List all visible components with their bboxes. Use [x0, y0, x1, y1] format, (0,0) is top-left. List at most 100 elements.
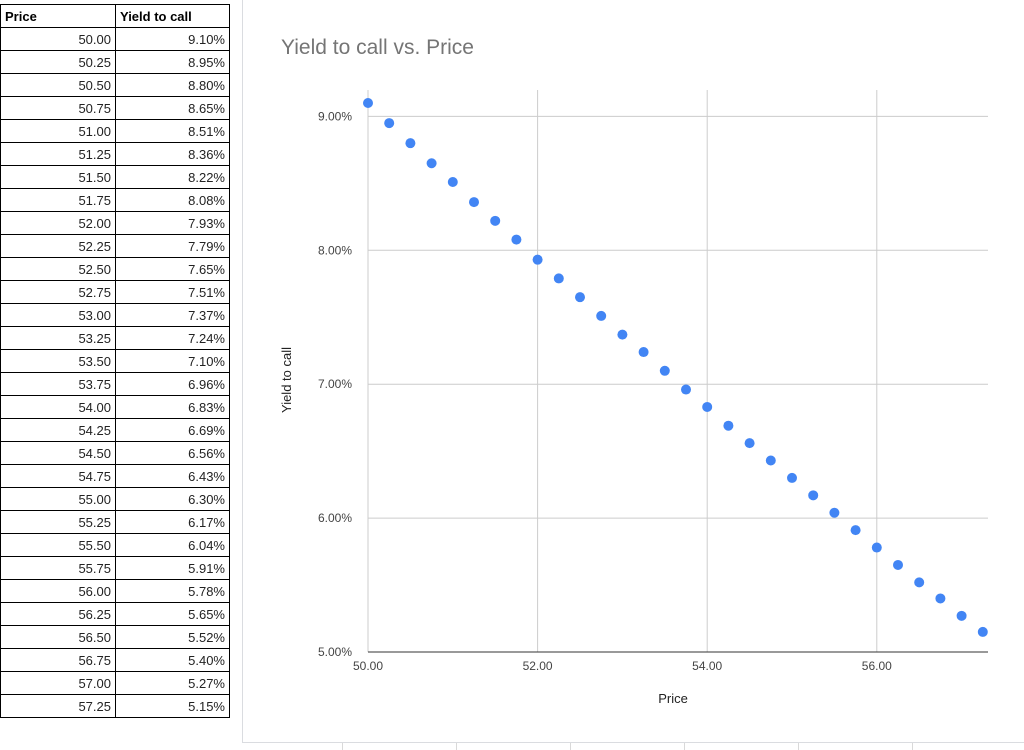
- data-point[interactable]: [893, 559, 903, 570]
- cell-price[interactable]: 51.75: [0, 188, 116, 212]
- cell-yield-to-call[interactable]: 8.80%: [115, 73, 230, 97]
- cell-yield-to-call[interactable]: 8.65%: [115, 96, 230, 120]
- x-tick-label: 50.00: [353, 659, 383, 673]
- cell-price[interactable]: 56.00: [0, 579, 116, 603]
- header-price[interactable]: Price: [0, 4, 116, 28]
- cell-price[interactable]: 50.50: [0, 73, 116, 97]
- table-row: 50.50 8.80%: [0, 73, 230, 97]
- cell-yield-to-call[interactable]: 5.15%: [115, 694, 230, 718]
- cell-price[interactable]: 50.00: [0, 27, 116, 51]
- cell-price[interactable]: 52.00: [0, 211, 116, 235]
- cell-yield-to-call[interactable]: 6.96%: [115, 372, 230, 396]
- cell-price[interactable]: 54.00: [0, 395, 116, 419]
- cell-yield-to-call[interactable]: 7.10%: [115, 349, 230, 373]
- cell-price[interactable]: 50.75: [0, 96, 116, 120]
- data-point[interactable]: [511, 234, 522, 245]
- data-point[interactable]: [935, 593, 946, 604]
- cell-price[interactable]: 55.50: [0, 533, 116, 557]
- data-point[interactable]: [532, 254, 543, 265]
- cell-price[interactable]: 54.25: [0, 418, 116, 442]
- cell-price[interactable]: 55.00: [0, 487, 116, 511]
- data-point[interactable]: [659, 365, 670, 376]
- cell-yield-to-call[interactable]: 7.93%: [115, 211, 230, 235]
- cell-price[interactable]: 55.75: [0, 556, 116, 580]
- chart-canvas: Yield to call vs. Price 9.00% 8.00% 7.00% 6…: [279, 36, 988, 706]
- cell-price[interactable]: 52.75: [0, 280, 116, 304]
- cell-yield-to-call[interactable]: 7.65%: [115, 257, 230, 281]
- cell-price[interactable]: 54.50: [0, 441, 116, 465]
- cell-yield-to-call[interactable]: 9.10%: [115, 27, 230, 51]
- scatter-chart[interactable]: Yield to call vs. Price 9.00% 8.00% 7.00% 6…: [242, 0, 1024, 743]
- cell-yield-to-call[interactable]: 5.78%: [115, 579, 230, 603]
- cell-yield-to-call[interactable]: 8.51%: [115, 119, 230, 143]
- data-point[interactable]: [363, 98, 373, 108]
- data-point[interactable]: [553, 273, 564, 284]
- data-point[interactable]: [829, 507, 840, 518]
- cell-yield-to-call[interactable]: 5.27%: [115, 671, 230, 695]
- cell-yield-to-call[interactable]: 8.22%: [115, 165, 230, 189]
- cell-price[interactable]: 53.75: [0, 372, 116, 396]
- table-row: 52.25 7.79%: [0, 234, 230, 258]
- cell-yield-to-call[interactable]: 5.65%: [115, 602, 230, 626]
- cell-yield-to-call[interactable]: 8.08%: [115, 188, 230, 212]
- data-point[interactable]: [850, 525, 861, 536]
- y-axis-title: Yield to call: [279, 347, 294, 413]
- cell-yield-to-call[interactable]: 7.51%: [115, 280, 230, 304]
- cell-price[interactable]: 52.25: [0, 234, 116, 258]
- cell-yield-to-call[interactable]: 6.56%: [115, 441, 230, 465]
- cell-yield-to-call[interactable]: 5.52%: [115, 625, 230, 649]
- data-point[interactable]: [596, 310, 607, 321]
- data-point[interactable]: [617, 329, 628, 340]
- cell-price[interactable]: 53.50: [0, 349, 116, 373]
- data-point[interactable]: [447, 177, 458, 188]
- data-point[interactable]: [914, 577, 925, 588]
- data-point[interactable]: [808, 490, 819, 501]
- cell-price[interactable]: 51.00: [0, 119, 116, 143]
- data-point[interactable]: [702, 401, 713, 412]
- cell-yield-to-call[interactable]: 7.37%: [115, 303, 230, 327]
- cell-yield-to-call[interactable]: 6.43%: [115, 464, 230, 488]
- data-point[interactable]: [871, 542, 882, 553]
- cell-yield-to-call[interactable]: 7.79%: [115, 234, 230, 258]
- data-point[interactable]: [384, 118, 395, 129]
- cell-yield-to-call[interactable]: 6.69%: [115, 418, 230, 442]
- cell-price[interactable]: 55.25: [0, 510, 116, 534]
- cell-price[interactable]: 51.25: [0, 142, 116, 166]
- data-point[interactable]: [638, 347, 649, 358]
- cell-yield-to-call[interactable]: 6.83%: [115, 395, 230, 419]
- data-point[interactable]: [681, 384, 691, 395]
- data-point[interactable]: [490, 215, 501, 226]
- cell-price[interactable]: 53.00: [0, 303, 116, 327]
- data-point[interactable]: [787, 472, 797, 483]
- data-point[interactable]: [977, 626, 988, 637]
- cell-price[interactable]: 53.25: [0, 326, 116, 350]
- table-row: 57.00 5.27%: [0, 671, 230, 695]
- table-row: 56.75 5.40%: [0, 648, 230, 672]
- cell-price[interactable]: 51.50: [0, 165, 116, 189]
- cell-price[interactable]: 56.75: [0, 648, 116, 672]
- header-yield-to-call[interactable]: Yield to call: [115, 4, 230, 28]
- cell-yield-to-call[interactable]: 5.40%: [115, 648, 230, 672]
- cell-yield-to-call[interactable]: 6.30%: [115, 487, 230, 511]
- cell-yield-to-call[interactable]: 6.04%: [115, 533, 230, 557]
- cell-price[interactable]: 54.75: [0, 464, 116, 488]
- cell-yield-to-call[interactable]: 8.95%: [115, 50, 230, 74]
- cell-yield-to-call[interactable]: 5.91%: [115, 556, 230, 580]
- cell-price[interactable]: 57.00: [0, 671, 116, 695]
- cell-yield-to-call[interactable]: 8.36%: [115, 142, 230, 166]
- data-point[interactable]: [765, 455, 776, 466]
- cell-price[interactable]: 56.25: [0, 602, 116, 626]
- data-point[interactable]: [744, 438, 755, 449]
- data-point[interactable]: [405, 138, 416, 149]
- data-point[interactable]: [723, 420, 734, 431]
- cell-price[interactable]: 57.25: [0, 694, 116, 718]
- data-point[interactable]: [469, 197, 479, 208]
- cell-price[interactable]: 52.50: [0, 257, 116, 281]
- cell-yield-to-call[interactable]: 6.17%: [115, 510, 230, 534]
- cell-yield-to-call[interactable]: 7.24%: [115, 326, 230, 350]
- data-point[interactable]: [575, 292, 585, 303]
- cell-price[interactable]: 50.25: [0, 50, 116, 74]
- cell-price[interactable]: 56.50: [0, 625, 116, 649]
- data-point[interactable]: [956, 610, 967, 621]
- data-point[interactable]: [426, 158, 437, 169]
